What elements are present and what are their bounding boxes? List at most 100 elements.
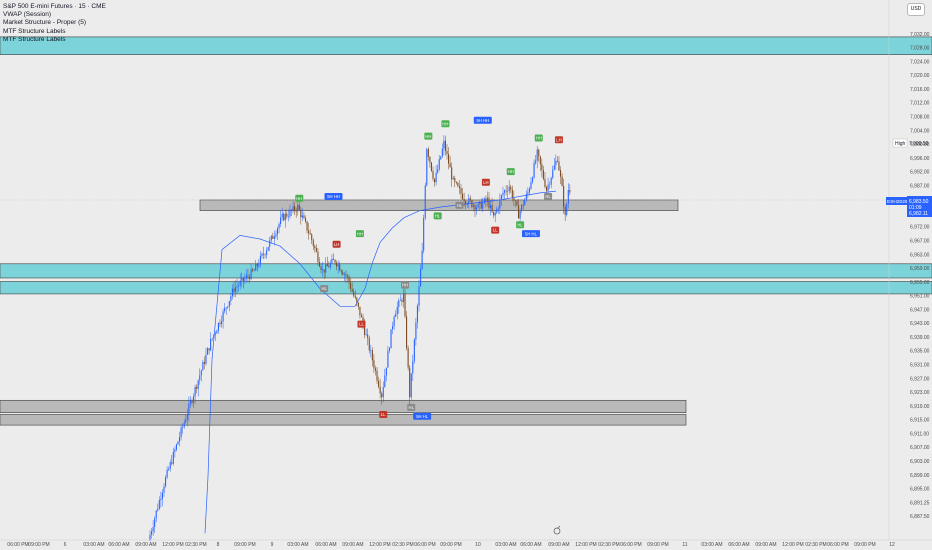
candle-body [460, 188, 462, 194]
candle-body [326, 263, 328, 267]
price-tick-label: 7,000.00 [910, 142, 930, 148]
candle-body [178, 437, 181, 442]
indicator-mtf-labels-1[interactable]: MTF Structure Labels [3, 27, 66, 35]
svg-text:HL: HL [435, 214, 441, 219]
price-tick-label: 6,915.00 [910, 418, 930, 424]
candle-body [505, 190, 507, 192]
candle-body [517, 205, 520, 219]
candle-body [206, 348, 209, 355]
time-tick-label: 11 [682, 542, 687, 548]
time-tick-label: 02:30 PM [392, 542, 413, 548]
candle-body [245, 275, 247, 279]
candle-body [312, 240, 314, 246]
candle-body [294, 206, 296, 211]
candle-body [500, 195, 502, 200]
time-tick-label: 06:00 AM [315, 542, 336, 548]
structure-label-lh: LH [332, 240, 341, 248]
candle-body [278, 223, 280, 229]
candle-body [188, 403, 190, 415]
time-tick-label: 03:00 AM [287, 542, 308, 548]
candle-body [175, 444, 177, 450]
candle-body [281, 213, 283, 218]
candle-body [241, 277, 243, 281]
candle-body [340, 270, 342, 273]
candle-body [479, 201, 481, 204]
structure-label-hl: HL [320, 285, 329, 293]
price-tick-label: 6,927.00 [910, 376, 930, 382]
price-tick-label: 6,895.00 [910, 487, 930, 493]
candle-body [356, 297, 358, 303]
time-tick-label: 12:00 PM [162, 542, 183, 548]
candle-body [539, 156, 541, 165]
price-tick-label: 7,028.00 [910, 46, 930, 52]
candle-body [334, 259, 336, 263]
candle-body [510, 186, 512, 190]
replay-icon[interactable] [553, 525, 561, 535]
candle-body [485, 198, 487, 202]
candle-body [255, 263, 257, 271]
candles-layer [149, 135, 571, 542]
candle-body [527, 192, 529, 195]
candle-body [392, 326, 394, 330]
time-tick-label: 10 [475, 542, 481, 548]
time-tick-label: 06:00 AM [520, 542, 541, 548]
time-axis[interactable]: 06:00 PM 09:00 PM 6 03:00 AM 06:00 AM 09:00 A… [0, 539, 932, 548]
candle-body [348, 276, 350, 283]
structure-label-hl: HL [544, 192, 553, 200]
time-tick-label: 09:00 PM [440, 542, 461, 548]
time-tick-label: 09:00 PM [647, 542, 668, 548]
svg-text:HL: HL [321, 286, 327, 291]
svg-text:HH: HH [357, 231, 363, 236]
price-tick-label: 7,024.00 [910, 59, 930, 65]
candle-body [409, 367, 411, 398]
price-tick-label: 6,943.00 [910, 321, 930, 327]
candle-body [289, 209, 291, 217]
candle-body [169, 462, 171, 469]
candle-body [367, 334, 369, 339]
indicator-vwap[interactable]: VWAP (Session) [3, 11, 52, 19]
symbol-title[interactable]: S&P 500 E-mini Futures · 15 · CME [3, 3, 106, 10]
time-tick-label: 12:00 PM [369, 542, 390, 548]
currency-button[interactable]: USD [907, 3, 925, 16]
candle-body [449, 163, 451, 168]
svg-text:LH: LH [483, 180, 488, 185]
candle-body [342, 272, 344, 275]
time-tick-label: 02:30 PM [805, 542, 826, 548]
candle-body [522, 204, 524, 206]
candle-body [350, 282, 352, 290]
time-tick-label: 8 [217, 542, 220, 548]
svg-text:HH: HH [425, 134, 431, 139]
indicator-market-structure[interactable]: Market Structure - Proper (5) [3, 19, 87, 27]
structure-label-5h-hl: 5H HL [413, 412, 432, 420]
structure-label-hh: HH [401, 281, 410, 289]
candle-body [197, 380, 199, 389]
candle-body [261, 253, 263, 256]
candle-body [311, 234, 313, 241]
candle-body [287, 216, 289, 218]
candle-body [151, 531, 153, 535]
candle-body [443, 140, 445, 149]
price-tick-label: 7,004.00 [910, 128, 930, 134]
symbol-tag: ESH2026 [887, 199, 908, 205]
candle-body [451, 167, 453, 180]
indicator-mtf-labels-2[interactable]: MTF Structure Labels [3, 35, 66, 43]
candle-body [465, 201, 467, 205]
candle-body [398, 300, 400, 307]
candle-body [244, 278, 246, 281]
price-axis[interactable]: 7,032.00 7,028.00 7,024.00 7,020.00 7,016.00… [886, 0, 932, 540]
candle-body [416, 305, 419, 323]
candle-body [236, 286, 238, 288]
candle-body [298, 204, 300, 210]
candle-body [364, 324, 366, 335]
candle-body [503, 190, 506, 193]
candle-body [486, 197, 488, 202]
svg-text:HL: HL [409, 405, 415, 410]
structure-label-ll: LL [379, 410, 388, 418]
candle-body [438, 159, 440, 170]
candle-body [149, 534, 151, 541]
candle-body [208, 348, 210, 351]
candle-body [196, 386, 198, 389]
candle-body [205, 354, 207, 364]
candle-body [365, 334, 367, 336]
